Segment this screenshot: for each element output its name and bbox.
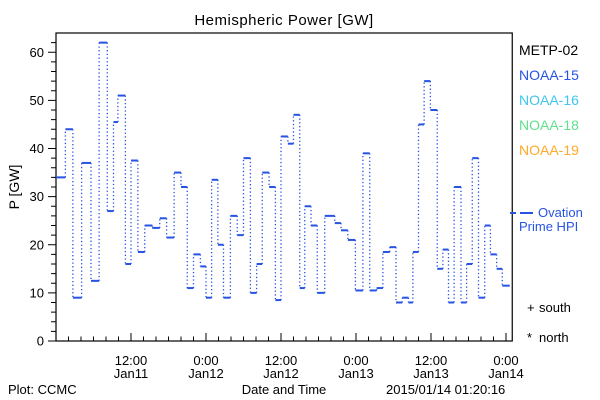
- svg-text:0:00: 0:00: [343, 353, 368, 368]
- svg-text:50: 50: [30, 93, 44, 108]
- svg-text:12:00: 12:00: [265, 353, 298, 368]
- ovation-legend: Ovation Prime HPI: [510, 206, 583, 234]
- svg-text:Jan12: Jan12: [263, 366, 298, 381]
- legend-item-noaa18: NOAA-18: [519, 117, 579, 133]
- axis-box: [55, 32, 513, 342]
- y-axis-label: P [GW]: [6, 164, 22, 210]
- svg-text:0:00: 0:00: [193, 353, 218, 368]
- svg-text:40: 40: [30, 141, 44, 156]
- page-title: Hemispheric Power [GW]: [194, 12, 374, 29]
- svg-text:12:00: 12:00: [415, 353, 448, 368]
- ovation-legend-line2: Prime HPI: [519, 219, 579, 234]
- dashed-line-sample-icon: [510, 212, 516, 214]
- north-marker-legend: * north: [527, 330, 569, 345]
- legend-item-noaa15: NOAA-15: [519, 67, 579, 83]
- svg-text:Jan11: Jan11: [114, 366, 148, 381]
- svg-text:20: 20: [30, 237, 44, 252]
- svg-text:Jan14: Jan14: [488, 366, 523, 381]
- svg-text:10: 10: [30, 285, 44, 300]
- svg-text:60: 60: [30, 45, 44, 60]
- svg-text:Jan12: Jan12: [188, 366, 223, 381]
- dashed-line-sample-icon: [520, 212, 533, 214]
- plus-symbol-icon: +: [527, 300, 535, 315]
- plot-source-text: Plot: CCMC: [8, 382, 77, 397]
- plot-timestamp: 2015/01/14 01:20:16: [386, 382, 506, 397]
- svg-text:0:00: 0:00: [493, 353, 518, 368]
- south-marker-legend: + south: [527, 300, 571, 315]
- svg-text:Jan13: Jan13: [413, 366, 448, 381]
- north-label: north: [539, 330, 569, 345]
- legend-item-noaa19: NOAA-19: [519, 142, 579, 158]
- svg-text:Jan13: Jan13: [338, 366, 373, 381]
- legend-item-noaa16: NOAA-16: [519, 92, 579, 108]
- asterisk-symbol-icon: *: [527, 330, 533, 345]
- ovation-legend-line1: Ovation: [538, 205, 583, 220]
- svg-text:0: 0: [37, 334, 44, 349]
- legend-item-metp02: METP-02: [519, 42, 579, 58]
- satellite-legend: METP-02 NOAA-15 NOAA-16 NOAA-18 NOAA-19: [519, 38, 579, 163]
- svg-text:12:00: 12:00: [115, 353, 148, 368]
- x-axis-title: Date and Time: [241, 382, 327, 397]
- south-label: south: [539, 300, 571, 315]
- svg-text:30: 30: [30, 189, 44, 204]
